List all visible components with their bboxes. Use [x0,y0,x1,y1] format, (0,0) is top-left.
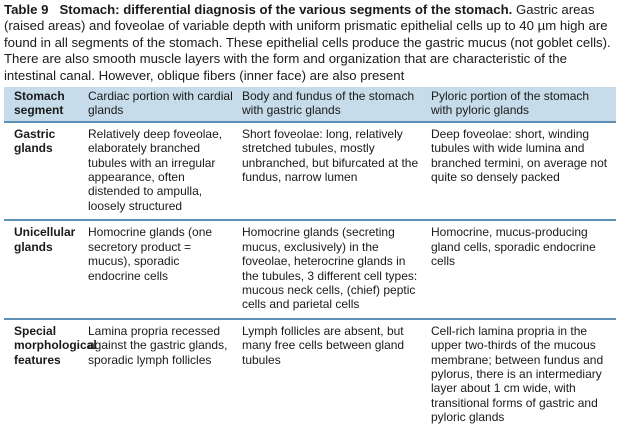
row-label-gastric-glands: Gastric glands [4,121,84,222]
table-cell: Homocrine glands (one secretory product … [84,220,238,320]
table-row: Unicellular glands Homocrine glands (one… [4,220,616,320]
table-row: Special morphological features Lamina pr… [4,319,616,427]
table-cell: Deep foveolae: short, winding tubules wi… [427,121,616,222]
table-cell: Lamina propria recessed against the gast… [88,323,228,367]
header-pyloric-portion: Pyloric portion of the stomach with pylo… [427,87,616,123]
table-cell: Homocrine glands (secreting mucus, exclu… [238,220,427,320]
table-cell: Relatively deep foveolae, elaborately br… [84,121,238,222]
row-label-unicellular-glands: Unicellular glands [4,220,84,320]
header-body-fundus: Body and fundus of the stomach with gast… [238,87,427,123]
caption-text: Gastric areas (raised areas) and foveola… [4,2,611,83]
table-cell: Lymph follicles are absent, but many fre… [242,323,405,367]
table-row: Gastric glands Relatively deep foveolae,… [4,121,616,222]
header-cardiac-portion: Cardiac portion with cardial glands [84,87,238,123]
table-cell: Cell-rich lamina propria in the upper tw… [431,323,604,425]
table-caption: Table 9 Stomach: differential diagnosis … [4,2,616,84]
header-stomach-segment: Stomach segment [4,87,84,123]
caption-label: Table 9 [4,2,49,17]
table-cell: Short foveolae: long, relatively stretch… [238,121,427,222]
caption-title: Stomach: differential diagnosis of the v… [59,2,513,17]
table-cell: Homocrine, mucus-producing gland cells, … [427,220,616,320]
diagnosis-table: Stomach segment Cardiac portion with car… [4,87,616,427]
row-label-special-features: Special morphological features [14,323,97,367]
table-header-row: Stomach segment Cardiac portion with car… [4,87,616,123]
